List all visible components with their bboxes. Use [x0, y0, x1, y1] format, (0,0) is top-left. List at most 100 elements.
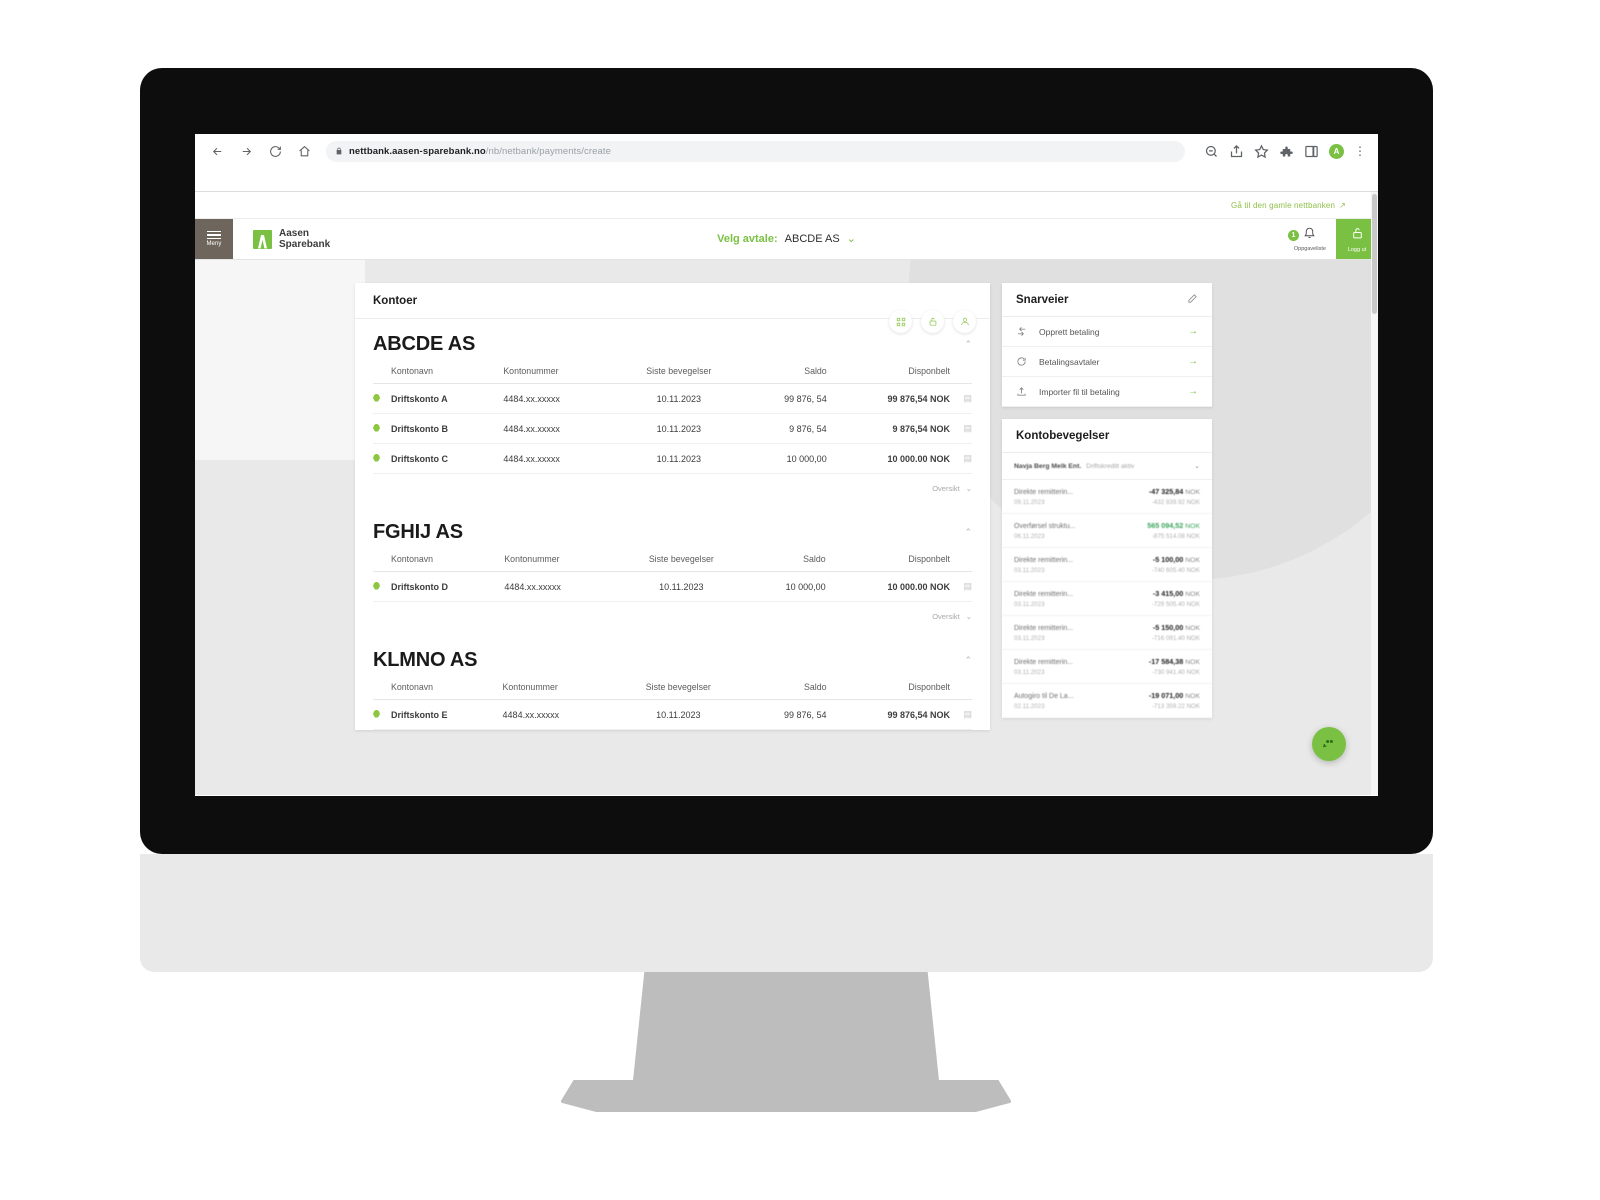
transaction-amount: -17 584,38 NOK [1148, 657, 1200, 666]
shortcuts-card: Snarveier Opprett betaling → Betalingsavta… [1002, 283, 1212, 407]
chevron-down-icon: ⌄ [846, 232, 856, 245]
page-body: Kontoer [195, 260, 1378, 795]
transaction-row[interactable]: Autogiro til De La... -19 071,00 NOK 02.11… [1002, 684, 1212, 718]
zoom-out-icon[interactable] [1204, 144, 1219, 159]
menu-button[interactable]: Meny [195, 219, 233, 259]
transaction-row[interactable]: Direkte remitterin... -3 415,00 NOK 03.11.… [1002, 582, 1212, 616]
brand-logo[interactable]: Aasen Sparebank [233, 219, 330, 259]
transaction-running-balance: -875 514.08 NOK [1151, 533, 1200, 540]
column-header: Kontonavn [391, 552, 505, 572]
transfer-icon [1016, 326, 1028, 337]
shortcut-item[interactable]: Betalingsavtaler → [1002, 347, 1212, 377]
right-column: Snarveier Opprett betaling → Betalingsavta… [1002, 283, 1212, 730]
page-scrollbar-thumb[interactable] [1372, 194, 1377, 314]
account-number: 4484.xx.xxxxx [504, 571, 617, 602]
upload-icon [1016, 386, 1028, 397]
kebab-menu-icon[interactable]: ⋮ [1354, 144, 1366, 158]
column-header: Disponbelt [825, 552, 950, 572]
shortcut-item[interactable]: Opprett betaling → [1002, 317, 1212, 347]
logout-lock-icon [1351, 226, 1364, 245]
transaction-amount: 565 094,52 NOK [1147, 521, 1200, 530]
tasks-button[interactable]: 1 Oppgaveliste [1284, 219, 1336, 259]
brand-name: Aasen Sparebank [279, 228, 330, 250]
page-scrollbar[interactable] [1371, 192, 1378, 795]
overview-toggle[interactable]: Oversikt ⌄ [373, 602, 972, 635]
transaction-row[interactable]: Overførsel struktu... 565 094,52 NOK 06.11… [1002, 514, 1212, 548]
address-bar[interactable]: nettbank.aasen-sparebank.no/nb/netbank/p… [326, 140, 1185, 162]
shortcut-label: Betalingsavtaler [1039, 356, 1100, 367]
account-statement-icon[interactable]: ▤ [950, 443, 972, 474]
account-available: 10 000.00 NOK [825, 571, 950, 602]
transaction-description: Direkte remitterin... [1014, 557, 1074, 564]
account-group-header[interactable]: FGHIJ AS ⌃ [373, 507, 972, 552]
agreement-selector[interactable]: Velg avtale: ABCDE AS ⌄ [717, 233, 856, 245]
account-statement-icon[interactable]: ▤ [950, 571, 972, 602]
lock-icon [335, 142, 343, 160]
transaction-row[interactable]: Direkte remitterin... -47 325,84 NOK 09.11… [1002, 480, 1212, 514]
account-statement-icon[interactable]: ▤ [950, 699, 972, 730]
transaction-description: Overførsel struktu... [1014, 523, 1076, 530]
utility-strip: Gå til den gamle nettbanken ↗ [195, 192, 1378, 218]
account-statement-icon[interactable]: ▤ [950, 383, 972, 414]
accounts-card: Kontoer [355, 283, 990, 730]
split-payment-icon[interactable] [889, 310, 912, 333]
table-row[interactable]: Driftskonto C 4484.xx.xxxxx 10.11.2023 10 0… [373, 443, 972, 474]
account-number: 4484.xx.xxxxx [503, 443, 615, 474]
puzzle-piece-icon[interactable] [1279, 144, 1294, 159]
transaction-row[interactable]: Direkte remitterin... -17 584,38 NOK 03.11… [1002, 650, 1212, 684]
arrow-right-icon: → [1188, 326, 1198, 337]
table-row[interactable]: Driftskonto E 4484.xx.xxxxx 10.11.2023 99 8… [373, 699, 972, 730]
account-balance: 99 876, 54 [742, 383, 827, 414]
home-icon[interactable] [294, 141, 314, 161]
account-group-header[interactable]: ABCDE AS ⌃ [373, 319, 972, 364]
agreement-value: ABCDE AS [784, 233, 840, 245]
account-group-header[interactable]: KLMNO AS ⌃ [373, 635, 972, 680]
logout-label: Logg ut [1347, 246, 1367, 253]
transaction-row[interactable]: Direkte remitterin... -5 100,00 NOK 03.11.… [1002, 548, 1212, 582]
accounts-table-header: Kontonavn Kontonummer Siste bevegelser Sald… [373, 680, 972, 700]
forward-arrow-icon[interactable] [236, 141, 256, 161]
lock-icon[interactable] [921, 310, 944, 333]
shortcut-item[interactable]: Importer fil til betaling → [1002, 377, 1212, 407]
account-group: FGHIJ AS ⌃ Kontonavn Kontonummer Siste beveg… [355, 507, 990, 635]
transaction-date: 03.11.2023 [1014, 669, 1045, 676]
tasks-label: Oppgaveliste [1293, 246, 1326, 252]
pencil-icon[interactable] [1187, 291, 1198, 309]
table-row[interactable]: Driftskonto D 4484.xx.xxxxx 10.11.2023 10 0… [373, 571, 972, 602]
accounts-table-header: Kontonavn Kontonummer Siste bevegelser Sald… [373, 364, 972, 384]
table-row[interactable]: Driftskonto A 4484.xx.xxxxx 10.11.2023 99 8… [373, 383, 972, 414]
old-netbank-link[interactable]: Gå til den gamle nettbanken ↗ [1231, 201, 1346, 210]
transaction-description: Direkte remitterin... [1014, 659, 1074, 666]
side-panel-icon[interactable] [1304, 144, 1319, 159]
account-balance: 10 000,00 [742, 443, 827, 474]
account-available: 9 876,54 NOK [826, 413, 950, 444]
column-header: Disponbelt [826, 364, 950, 384]
reload-icon[interactable] [265, 141, 285, 161]
transactions-account-picker[interactable]: Navja Berg Melk Ent. Driftskreditt aktiv… [1002, 453, 1212, 480]
chevron-up-icon[interactable]: ⌃ [964, 527, 972, 537]
profile-avatar[interactable]: A [1329, 143, 1344, 159]
chevron-up-icon[interactable]: ⌃ [964, 339, 972, 349]
account-balance: 10 000,00 [746, 571, 826, 602]
table-row[interactable]: Driftskonto B 4484.xx.xxxxx 10.11.2023 9 87… [373, 413, 972, 444]
person-icon[interactable] [953, 310, 976, 333]
transaction-description: Direkte remitterin... [1014, 591, 1074, 598]
chevron-down-icon: ⌄ [1194, 463, 1200, 470]
support-chat-button[interactable] [1312, 727, 1346, 761]
overview-toggle[interactable]: Oversikt ⌄ [373, 474, 972, 507]
transaction-running-balance: -730 941.40 NOK [1151, 669, 1200, 676]
back-arrow-icon[interactable] [207, 141, 227, 161]
chevron-up-icon[interactable]: ⌃ [964, 655, 972, 665]
share-icon[interactable] [1229, 144, 1244, 159]
transaction-row[interactable]: Direkte remitterin... -5 150,00 NOK 03.11.… [1002, 616, 1212, 650]
column-header: Kontonavn [391, 364, 504, 384]
star-icon[interactable] [1254, 143, 1269, 159]
account-available: 10 000.00 NOK [826, 443, 950, 474]
transaction-description: Direkte remitterin... [1014, 625, 1074, 632]
external-link-icon: ↗ [1339, 200, 1346, 210]
account-balance: 99 876, 54 [742, 699, 827, 730]
transaction-amount: -3 415,00 NOK [1152, 589, 1200, 598]
account-status-dot [373, 571, 391, 602]
account-statement-icon[interactable]: ▤ [950, 413, 972, 444]
account-status-dot [373, 383, 391, 414]
